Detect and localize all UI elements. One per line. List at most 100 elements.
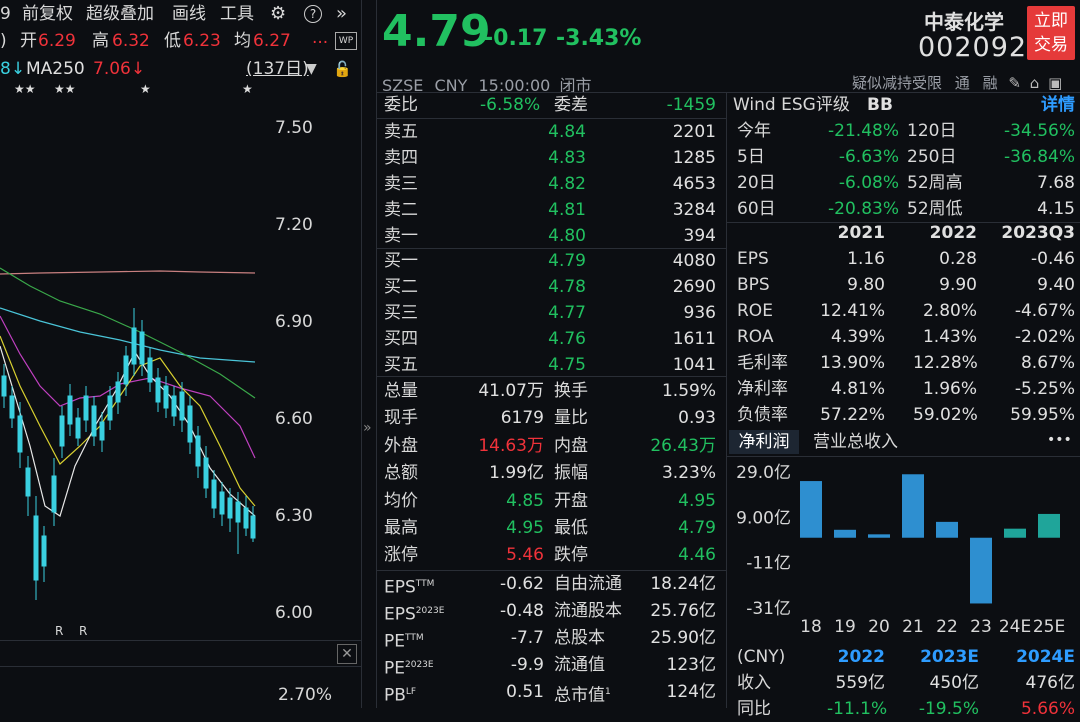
bids-row[interactable]: 买三 4.77 936 (376, 300, 726, 326)
stat-value: 1.99亿 (489, 463, 544, 484)
price-change: -0.17 (484, 26, 548, 51)
fin-year: 2023Q3 (1001, 223, 1075, 243)
asks-volume: 3284 (672, 200, 716, 220)
period-selector[interactable]: (137日) (246, 59, 309, 79)
rev-label: 收入 (737, 673, 771, 693)
asks-row[interactable]: 卖二 4.81 3284 (376, 197, 726, 223)
asks-row[interactable]: 卖三 4.82 4653 (376, 171, 726, 197)
stat-label: 跌停 (554, 545, 588, 566)
bar[interactable] (1038, 513, 1060, 538)
valuation-value: -0.48 (500, 601, 544, 621)
ma250-label: MA250 (26, 59, 85, 79)
triangle-down-icon[interactable]: ▼ (306, 61, 317, 77)
bar[interactable] (902, 474, 924, 538)
fuquan-button[interactable]: 前复权 (22, 4, 73, 24)
valuation-value: 25.90亿 (650, 628, 716, 648)
asks-row[interactable]: 卖五 4.84 2201 (376, 119, 726, 145)
time: 15:00:00 (478, 76, 551, 95)
forecast-unit: (CNY) (737, 647, 786, 667)
exchange: SZSE (382, 76, 424, 95)
tab-net-profit[interactable]: 净利润 (729, 430, 799, 454)
y-tick: 6.00 (275, 603, 313, 623)
bids-volume: 1611 (672, 329, 716, 349)
draw-button[interactable]: 画线 (172, 4, 206, 24)
kline-panel[interactable]: 9 前复权 超级叠加 画线 工具 ⚙ ? » ) 开 6.29 高 6.32 低… (0, 0, 361, 708)
tag-row: 疑似减持受限 通 融 ✎ ⌂ ▣ (852, 72, 1062, 93)
wp-icon[interactable]: WP (335, 32, 357, 50)
y-tick-label: -11亿 (746, 554, 791, 574)
overlay-button[interactable]: 超级叠加 (86, 4, 154, 24)
bids-label: 买一 (384, 251, 418, 271)
bids-price: 4.75 (548, 355, 586, 375)
bids-row[interactable]: 买四 4.76 1611 (376, 326, 726, 352)
fin-value: 12.28% (913, 353, 978, 373)
fundamentals: Wind ESG评级 BB 详情 今年 -21.48% 120日 -34.56% 5日 -… (727, 92, 1080, 719)
lock-icon[interactable]: 🔓 (333, 60, 352, 78)
bar[interactable] (936, 521, 958, 538)
valuation-value: -7.7 (510, 628, 544, 648)
collapse-icon[interactable]: » (363, 420, 372, 436)
x-tick-label: 23 (970, 617, 992, 637)
fin-value: 1.16 (847, 249, 885, 269)
bar[interactable] (868, 534, 890, 538)
asks-row[interactable]: 卖四 4.83 1285 (376, 145, 726, 171)
orderbook: 委比 -6.58% 委差 -1459 卖五 4.84 2201 卖四 4.83 1285 卖… (376, 92, 726, 708)
rev-value: 450亿 (929, 673, 979, 693)
tools-button[interactable]: 工具 (220, 4, 254, 24)
fin-label: 净利率 (737, 379, 788, 399)
return-label: 5日 (737, 147, 765, 167)
return-label: 今年 (737, 121, 771, 141)
more-icon[interactable]: ••• (1047, 432, 1072, 448)
ma60-line (0, 267, 256, 399)
tab-revenue[interactable]: 营业总收入 (813, 432, 898, 452)
fin-value: 9.40 (1037, 275, 1075, 295)
stat-label: 总量 (384, 381, 418, 401)
fin-label: ROE (737, 301, 773, 321)
bids-price: 4.78 (548, 277, 586, 297)
more-icon[interactable]: ... (312, 28, 329, 48)
valuation-value: 124亿 (666, 682, 716, 702)
yoy-value: -19.5% (918, 699, 979, 719)
bar[interactable] (800, 481, 822, 538)
chevron-double-right-icon[interactable]: » (336, 3, 348, 24)
weibi-value: -6.58% (480, 95, 541, 115)
help-icon[interactable]: ? (304, 5, 322, 23)
bar[interactable] (970, 537, 992, 604)
kline-chart[interactable] (0, 96, 270, 636)
fin-value: 2.80% (922, 301, 977, 321)
bids-row[interactable]: 买一 4.79 4080 (376, 248, 726, 274)
valuation-label: EPSTTM (384, 577, 435, 598)
return-value: 4.15 (1037, 199, 1075, 219)
y-tick: 7.50 (275, 118, 313, 138)
home-icon[interactable]: ⌂ (1029, 74, 1040, 92)
asks-price: 4.81 (548, 200, 586, 220)
stat-value: 14.63万 (478, 435, 544, 456)
bids-price: 4.76 (548, 329, 586, 349)
x-tick-label: 19 (834, 617, 856, 637)
window-icon[interactable]: ▣ (1048, 74, 1063, 92)
avg-label: 均 (234, 31, 251, 51)
bids-row[interactable]: 买二 4.78 2690 (376, 274, 726, 300)
stat-value: 1.59% (661, 381, 716, 401)
esg-detail-link[interactable]: 详情 (1041, 95, 1075, 115)
valuation-label: EPS2023E (384, 604, 445, 625)
stat-label: 开盘 (554, 490, 588, 511)
close-icon[interactable]: ✕ (337, 644, 357, 664)
stat-value: 4.85 (506, 490, 544, 511)
trade-button[interactable]: 立即 交易 (1027, 6, 1075, 60)
bar[interactable] (834, 529, 856, 538)
asks-row[interactable]: 卖一 4.80 394 (376, 223, 726, 249)
stat-value: 4.95 (506, 518, 544, 538)
return-label: 52周高 (907, 173, 963, 193)
edit-icon[interactable]: ✎ (1008, 74, 1021, 92)
bids-label: 买五 (384, 355, 418, 375)
quote-header: 4.79 -0.17 -3.43% 中泰化学 002092 立即 交易 SZSE… (376, 0, 1080, 95)
y-tick-label: 9.00亿 (736, 508, 791, 528)
bar[interactable] (1004, 528, 1026, 538)
return-label: 120日 (907, 121, 957, 141)
valuation-label: 自由流通 (554, 574, 622, 594)
gear-icon[interactable]: ⚙ (270, 3, 287, 24)
bids-row[interactable]: 买五 4.75 1041 (376, 352, 726, 378)
asks-price: 4.80 (548, 226, 586, 246)
bids-label: 买二 (384, 277, 418, 297)
